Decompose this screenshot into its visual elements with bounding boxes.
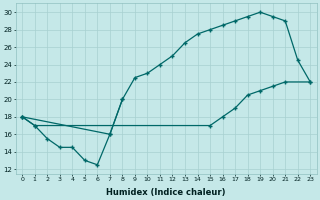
X-axis label: Humidex (Indice chaleur): Humidex (Indice chaleur): [107, 188, 226, 197]
